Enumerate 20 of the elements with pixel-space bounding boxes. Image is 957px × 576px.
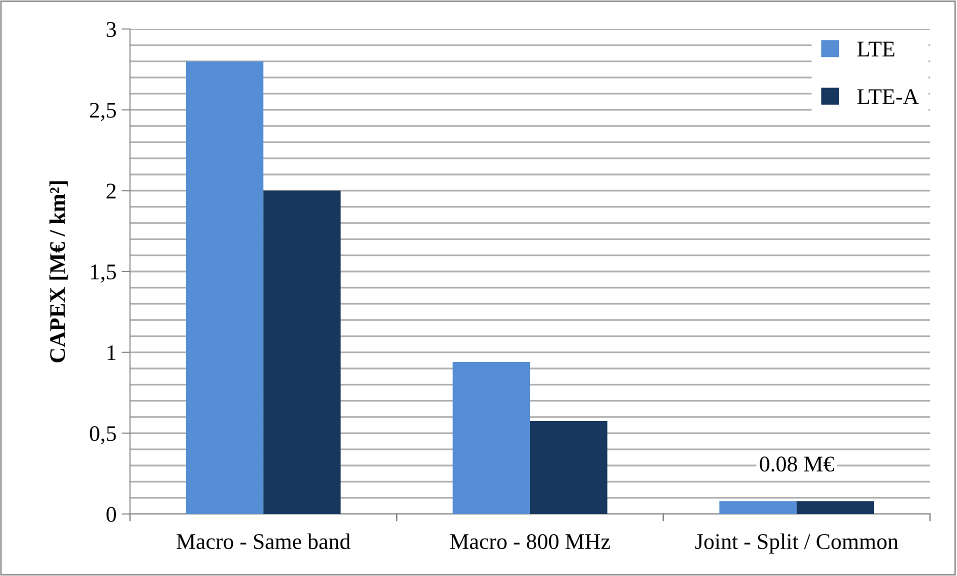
bar xyxy=(796,501,874,514)
bar xyxy=(186,61,264,514)
legend-label: LTE-A xyxy=(857,89,919,104)
x-tick-label: Joint - Split / Common xyxy=(695,533,898,554)
bar xyxy=(263,190,341,514)
y-tick-label: 1,5 xyxy=(90,264,116,283)
legend-label: LTE xyxy=(857,42,894,56)
y-tick-label: 0,5 xyxy=(90,426,116,444)
x-tick-label: Macro - 800 MHz xyxy=(450,534,610,550)
bar xyxy=(719,501,797,514)
y-tick-label: 2 xyxy=(106,184,116,198)
annotation: 0.08 M€ xyxy=(760,456,834,472)
y-tick-label: 3 xyxy=(106,22,116,37)
bar xyxy=(452,362,530,514)
x-tick-label: Macro - Same band xyxy=(176,533,350,550)
bar xyxy=(530,421,608,514)
y-tick-label: 1 xyxy=(108,345,116,360)
y-tick-label: 2,5 xyxy=(90,102,116,121)
y-axis-title: CAPEX [M€ / km²] xyxy=(49,181,68,362)
y-tick-label: 0 xyxy=(106,506,116,522)
